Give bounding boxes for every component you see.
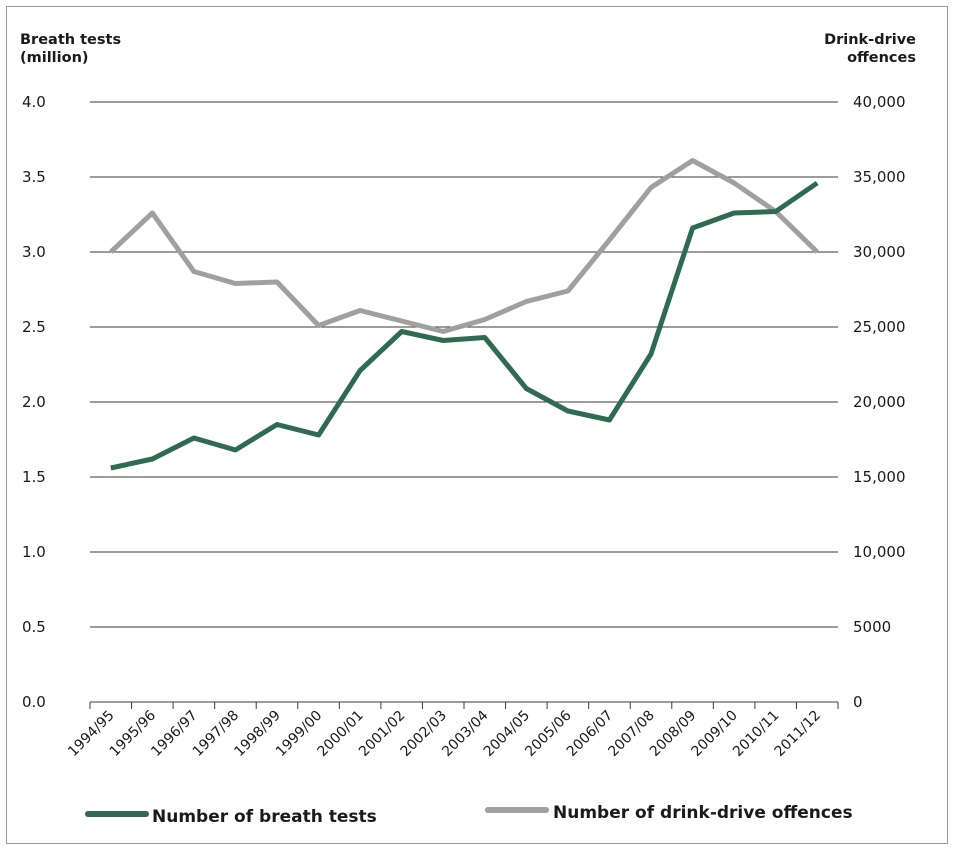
legend: Number of breath tests Number of drink-d… (85, 803, 853, 827)
left-tick-label: 2.5 (22, 318, 46, 336)
left-tick-label: 3.5 (22, 168, 46, 186)
chart-frame (6, 6, 948, 844)
legend-label-drink-drive-offences: Number of drink-drive offences (553, 803, 853, 823)
left-tick-label: 0.5 (22, 618, 46, 636)
right-tick-label: 10,000 (853, 543, 906, 561)
left-tick-label: 1.0 (22, 543, 46, 561)
left-axis-ticks: 0.0 0.5 1.0 1.5 2.0 2.5 3.0 3.5 4.0 (22, 93, 46, 711)
x-axis: 1994/951995/961996/971997/981998/991999/… (65, 701, 839, 760)
right-tick-label: 40,000 (853, 93, 906, 111)
right-tick-label: 0 (853, 693, 863, 711)
series-line-drink-drive-offences (109, 158, 819, 334)
left-tick-label: 1.5 (22, 468, 46, 486)
right-axis-ticks: 0 5000 10,000 15,000 20,000 25,000 30,000 35,00… (853, 93, 906, 711)
x-tick-label: 2011/12 (772, 708, 824, 760)
right-tick-label: 20,000 (853, 393, 906, 411)
left-tick-label: 4.0 (22, 93, 46, 111)
left-tick-label: 3.0 (22, 243, 46, 261)
series-line-breath-tests (110, 180, 819, 471)
left-axis-title-line1: Breath tests (20, 32, 121, 48)
right-tick-label: 15,000 (853, 468, 906, 486)
right-axis-title-line2: offences (847, 50, 916, 66)
left-axis-title-line2: (million) (20, 50, 89, 66)
right-axis-title-line1: Drink-drive (824, 32, 916, 48)
right-tick-label: 30,000 (853, 243, 906, 261)
series-lines (109, 158, 819, 471)
legend-label-breath-tests: Number of breath tests (152, 807, 377, 827)
right-tick-label: 25,000 (853, 318, 906, 336)
right-tick-label: 5000 (853, 618, 891, 636)
left-tick-label: 0.0 (22, 693, 46, 711)
left-tick-label: 2.0 (22, 393, 46, 411)
right-tick-label: 35,000 (853, 168, 906, 186)
